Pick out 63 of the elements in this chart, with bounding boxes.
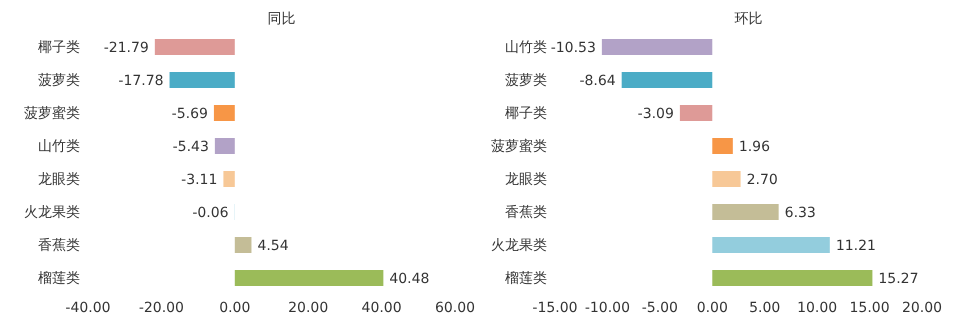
data-label: -21.79 <box>104 40 149 56</box>
bar <box>234 237 252 253</box>
bar <box>712 171 741 187</box>
data-label: -3.11 <box>181 172 218 188</box>
data-label: 11.21 <box>836 238 876 254</box>
x-tick-label: 40.00 <box>362 300 402 316</box>
bar <box>712 237 830 253</box>
bar <box>712 270 872 286</box>
x-tick-label: -10.00 <box>584 300 630 316</box>
x-tick-label: 20.00 <box>288 300 328 316</box>
y-tick-label: 香蕉类 <box>505 204 547 220</box>
bar <box>622 72 712 88</box>
data-label: -10.53 <box>550 40 596 56</box>
bar <box>680 105 712 121</box>
y-tick-label: 榴莲类 <box>505 270 547 286</box>
x-tick-label: 5.00 <box>749 300 780 316</box>
y-tick-label: 椰子类 <box>38 39 80 56</box>
y-tick-label: 菠萝类 <box>38 72 80 88</box>
data-label: 6.33 <box>784 204 816 221</box>
data-label: -8.64 <box>579 72 616 89</box>
x-tick-label: 10.00 <box>797 300 838 316</box>
y-tick-label: 龙眼类 <box>505 171 547 188</box>
x-tick-label: -5.00 <box>642 300 678 316</box>
data-label: 40.48 <box>389 270 430 287</box>
data-label: 15.27 <box>878 270 918 287</box>
x-tick-label: -15.00 <box>532 300 578 316</box>
y-tick-label: 菠萝蜜类 <box>24 105 80 122</box>
bar <box>234 270 384 286</box>
y-tick-label: 山竹类 <box>505 39 547 56</box>
y-tick-label: 龙眼类 <box>38 171 80 188</box>
data-label: 4.54 <box>257 238 289 254</box>
chart-title: 环比 <box>734 10 764 28</box>
data-label: -17.78 <box>118 72 164 89</box>
bar <box>214 105 235 121</box>
bar <box>223 171 235 187</box>
x-tick-label: 15.00 <box>850 300 890 316</box>
data-label: -5.43 <box>172 138 209 155</box>
bar <box>214 138 235 154</box>
bar <box>712 204 779 220</box>
x-tick-label: 0.00 <box>696 300 728 316</box>
x-tick-label: -40.00 <box>65 300 111 316</box>
y-tick-label: 山竹类 <box>38 138 80 154</box>
y-tick-label: 菠萝类 <box>505 72 547 88</box>
y-tick-label: 香蕉类 <box>38 237 80 254</box>
y-tick-label: 火龙果类 <box>491 237 547 254</box>
bar <box>602 39 712 55</box>
data-label: 2.70 <box>746 172 778 188</box>
bar <box>154 39 235 55</box>
x-tick-label: 60.00 <box>434 300 476 316</box>
bar <box>712 138 733 154</box>
x-tick-label: 20.00 <box>902 300 942 316</box>
data-label: -3.09 <box>638 106 674 122</box>
y-tick-label: 榴莲类 <box>38 270 80 286</box>
y-tick-label: 菠萝蜜类 <box>491 138 547 154</box>
y-tick-label: 椰子类 <box>505 105 547 122</box>
data-label: -0.06 <box>192 204 229 221</box>
x-tick-label: 0.00 <box>219 300 250 316</box>
bar <box>170 72 235 88</box>
data-label: -5.69 <box>172 106 208 122</box>
chart-title: 同比 <box>266 10 296 28</box>
x-tick-label: -20.00 <box>138 300 184 316</box>
y-tick-label: 火龙果类 <box>24 204 80 220</box>
data-label: 1.96 <box>738 138 770 155</box>
